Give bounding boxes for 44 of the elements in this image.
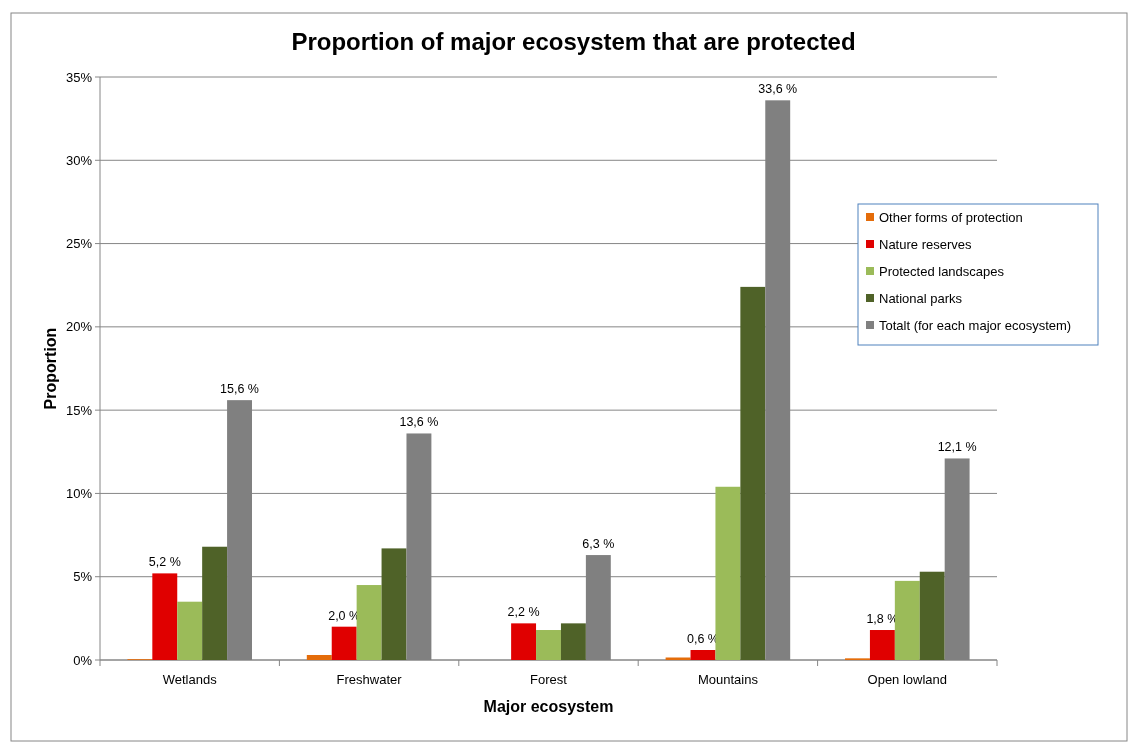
legend-label: Nature reserves (879, 236, 972, 252)
data-label: 5,2 % (148, 555, 181, 570)
bar (356, 585, 382, 660)
legend-label: National parks (879, 290, 963, 306)
x-tick-label: Forest (530, 672, 568, 687)
x-axis-title: Major ecosystem (483, 698, 614, 715)
x-tick-label: Freshwater (336, 672, 403, 687)
bar (511, 623, 537, 660)
y-tick-label: 5% (73, 569, 93, 585)
x-tick-label: Open lowland (867, 672, 948, 687)
y-tick-label: 0% (73, 652, 93, 668)
data-label: 33,6 % (758, 82, 798, 97)
y-axis-title: Proportion (42, 327, 59, 410)
x-tick-label: Mountains (697, 672, 759, 687)
bar (919, 571, 945, 660)
y-tick-label: 20% (65, 319, 93, 335)
bar (306, 655, 332, 660)
bar (152, 573, 178, 660)
data-label: 12,1 % (937, 440, 977, 455)
bar (536, 630, 561, 660)
legend-label: Protected landscapes (879, 263, 1005, 279)
data-label: 15,6 % (220, 382, 259, 397)
legend-label: Other forms of protection (879, 209, 1023, 225)
y-tick-label: 10% (65, 485, 93, 501)
y-tick-label: 15% (65, 402, 93, 418)
bar (740, 286, 766, 660)
y-tick-label: 25% (65, 236, 93, 252)
bar (715, 486, 741, 660)
bar (331, 626, 357, 660)
bar (381, 548, 407, 660)
chart-title: Proportion of major ecosystem that are protected (291, 28, 856, 55)
bar (560, 623, 586, 660)
data-label: 13,6 % (399, 415, 439, 430)
legend-label: Totalt (for each major ecosystem) (879, 317, 1072, 333)
y-tick-label: 30% (65, 152, 93, 168)
bar (894, 580, 920, 660)
data-label: 6,3 % (582, 537, 615, 552)
data-label: 2,2 % (507, 605, 540, 620)
bar (690, 650, 716, 660)
bar (177, 601, 203, 660)
y-tick-label: 35% (65, 69, 93, 85)
bar (869, 630, 895, 660)
bar (202, 546, 228, 660)
x-tick-label: Wetlands (162, 672, 218, 687)
